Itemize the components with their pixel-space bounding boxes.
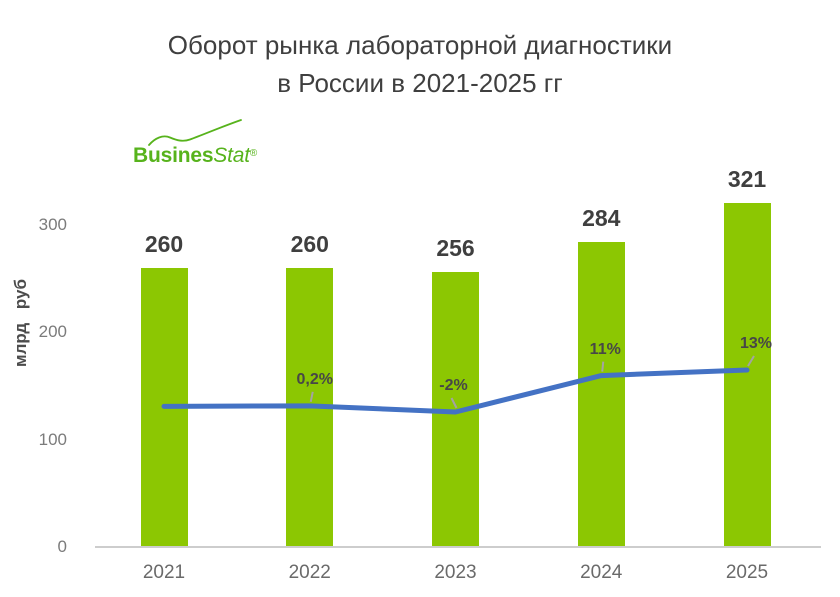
y-tick-label: 200 [38, 322, 67, 342]
growth-percent-label: 13% [739, 335, 773, 352]
x-tick-label: 2024 [580, 562, 623, 583]
bar-value-label: 284 [582, 205, 621, 232]
growth-percent-label: 11% [589, 340, 621, 358]
chart-title-line1: Оборот рынка лабораторной диагностики [167, 30, 673, 60]
bar-2024 [577, 242, 625, 547]
bar-2021 [140, 267, 188, 547]
bar-value-label: 260 [144, 230, 184, 257]
x-tick-label: 2025 [725, 562, 769, 583]
bar-value-label: 321 [727, 165, 767, 192]
x-axis-line [95, 546, 821, 548]
growth-percent-label: 0,2% [296, 370, 333, 388]
logo-registered-mark: ® [249, 148, 258, 159]
bar-value-label: 256 [436, 235, 475, 262]
x-tick-label: 2023 [434, 562, 477, 583]
businesstat-logo: BusinesStat® [133, 118, 273, 174]
chart-title-line2: в России в 2021-2025 гг [277, 68, 563, 98]
bar-2023 [432, 272, 479, 547]
growth-percent-label: -2% [439, 377, 468, 394]
y-tick-label: 100 [38, 429, 67, 449]
y-tick-label: 0 [57, 537, 67, 556]
bar-value-label: 260 [290, 230, 329, 257]
bar-2022 [286, 267, 334, 547]
logo-flourish-icon [148, 119, 242, 146]
chart-title: Оборот рынка лабораторной диагностики в … [0, 26, 840, 102]
logo-text-stat: Stat [213, 144, 250, 167]
x-tick-label: 2021 [142, 562, 186, 583]
logo-text: BusinesStat® [133, 144, 257, 168]
bar-2025 [723, 202, 771, 547]
y-tick-label: 300 [38, 215, 67, 235]
x-tick-label: 2022 [288, 562, 331, 583]
logo-text-busines: Busines [133, 144, 214, 167]
